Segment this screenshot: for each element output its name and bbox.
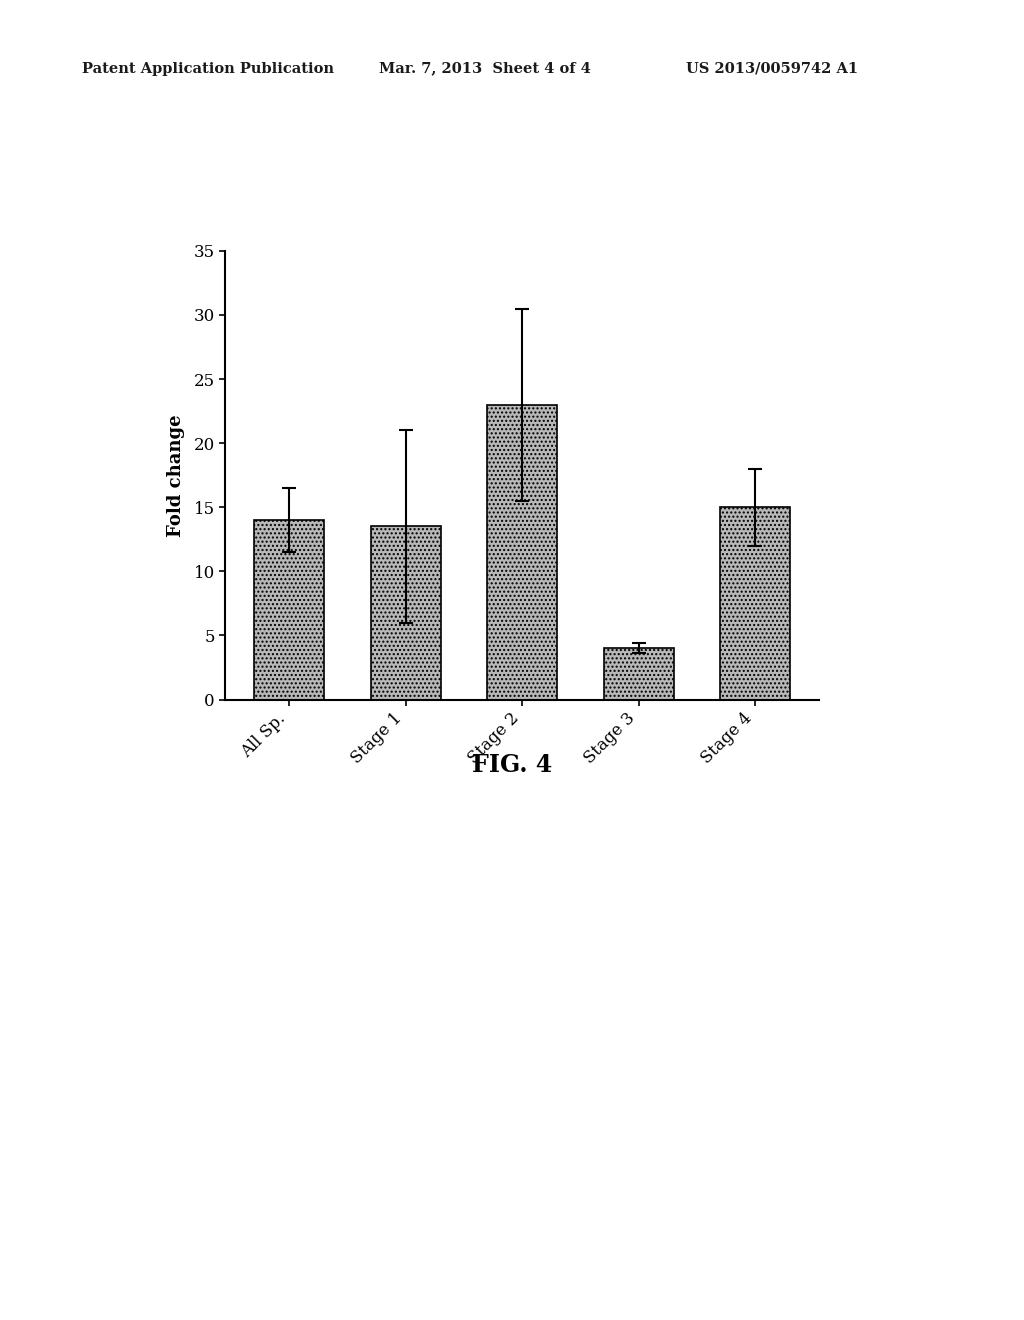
Text: US 2013/0059742 A1: US 2013/0059742 A1 bbox=[686, 62, 858, 75]
Text: Patent Application Publication: Patent Application Publication bbox=[82, 62, 334, 75]
Bar bbox=[720, 507, 791, 700]
Text: Mar. 7, 2013  Sheet 4 of 4: Mar. 7, 2013 Sheet 4 of 4 bbox=[379, 62, 591, 75]
Bar bbox=[254, 520, 325, 700]
Bar bbox=[371, 527, 440, 700]
Y-axis label: Fold change: Fold change bbox=[167, 414, 185, 536]
Bar bbox=[487, 405, 557, 700]
Text: FIG. 4: FIG. 4 bbox=[472, 754, 552, 777]
Bar bbox=[604, 648, 674, 700]
